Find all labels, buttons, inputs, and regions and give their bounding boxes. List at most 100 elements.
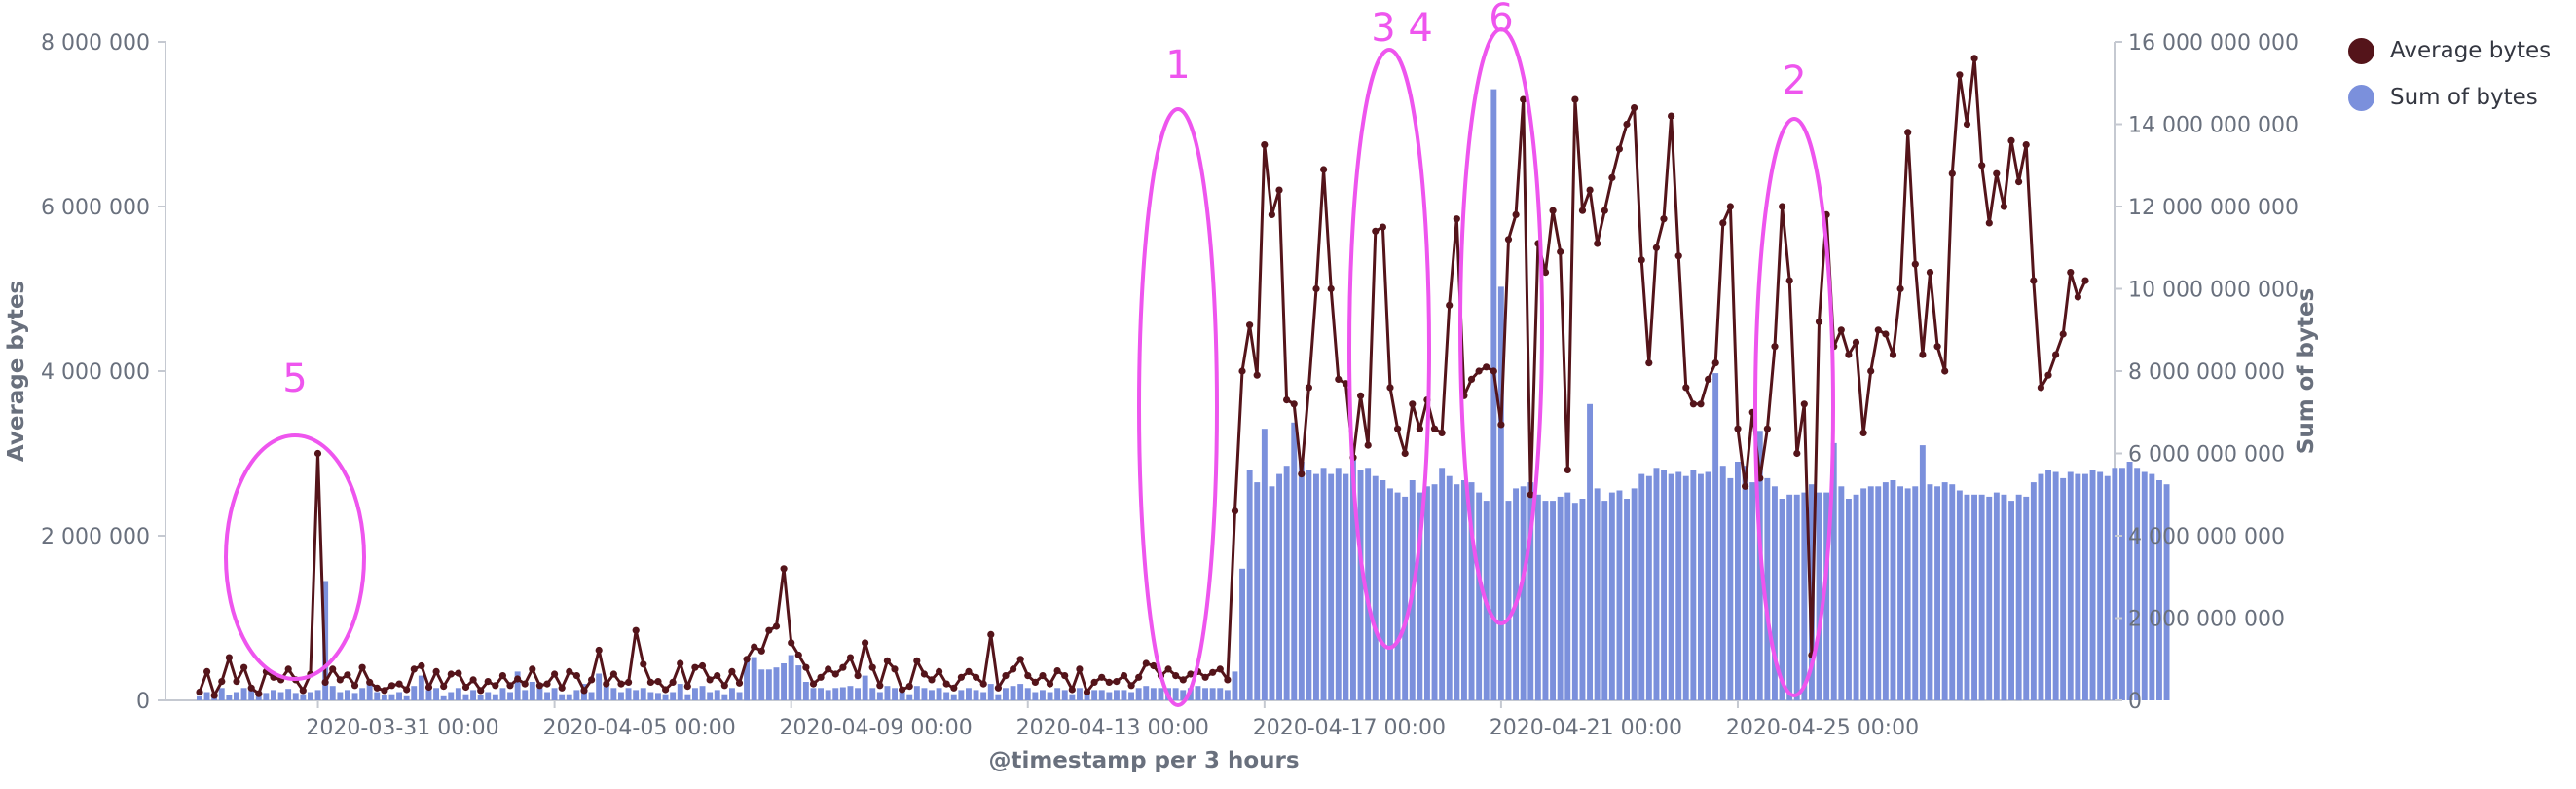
bar-sum-of-bytes [440,695,447,700]
bar-sum-of-bytes [1054,688,1061,700]
bar-sum-of-bytes [647,692,654,700]
average-bytes-point [1394,425,1402,432]
average-bytes-point [831,670,839,678]
average-bytes-point [1268,210,1275,218]
average-bytes-point [1187,670,1195,678]
x-tick-label: 2020-03-31 00:00 [306,716,498,740]
bar-sum-of-bytes [271,690,276,700]
bar-sum-of-bytes [810,688,817,700]
bar-sum-of-bytes [1269,486,1275,700]
average-bytes-point [1024,672,1032,680]
bar-sum-of-bytes [255,694,262,700]
bar-sum-of-bytes [1941,482,1948,700]
bar-sum-of-bytes [1875,486,1882,700]
average-bytes-point [883,657,892,665]
average-bytes-point [543,680,551,688]
bar-sum-of-bytes [1904,488,1911,700]
average-bytes-point [477,687,485,695]
average-bytes-point [677,659,684,667]
average-bytes-point [765,626,773,634]
x-axis-title: @timestamp per 3 hours [988,748,1299,773]
bar-sum-of-bytes [618,692,624,700]
bar-sum-of-bytes [1719,466,1726,700]
bar-sum-of-bytes [1638,473,1645,700]
bar-sum-of-bytes [2089,470,2096,700]
average-bytes-point [809,680,818,688]
right-tick-label: 12 000 000 000 [2128,196,2299,220]
bar-sum-of-bytes [707,692,714,700]
bar-sum-of-bytes [958,690,965,700]
average-bytes-point [1076,665,1084,673]
bar-sum-of-bytes [2008,501,2014,700]
average-bytes-point [196,688,203,696]
bar-sum-of-bytes [1956,490,1963,700]
bar-sum-of-bytes [825,690,831,700]
bar-sum-of-bytes [292,693,299,700]
average-bytes-point [1209,668,1217,676]
average-bytes-point [1098,673,1106,681]
bar-sum-of-bytes [1949,484,1956,700]
bar-sum-of-bytes [1217,688,1224,700]
bar-sum-of-bytes [1579,499,1586,700]
bar-sum-of-bytes [329,686,336,700]
bar-sum-of-bytes [566,694,572,700]
legend-item-sum-of-bytes[interactable]: Sum of bytes [2348,74,2551,121]
bar-sum-of-bytes [1964,494,1970,701]
average-bytes-point [654,678,662,686]
average-bytes-point [366,678,374,687]
bar-sum-of-bytes [1328,473,1335,700]
average-bytes-point [825,665,832,673]
average-bytes-point [1201,673,1209,681]
bar-sum-of-bytes [1712,373,1719,700]
bar-sum-of-bytes [226,695,233,700]
legend-swatch-average-bytes [2348,37,2374,64]
bar-sum-of-bytes [1505,501,1512,700]
right-tick-label: 8 000 000 000 [2128,360,2285,385]
average-bytes-point [913,657,921,665]
bar-sum-of-bytes [240,688,247,700]
annotation-ellipse [224,433,366,681]
bar-sum-of-bytes [492,694,498,700]
average-bytes-point [410,665,418,673]
bar-sum-of-bytes [862,675,868,700]
annotation-label: 1 [1165,43,1190,88]
legend-item-average-bytes[interactable]: Average bytes [2348,27,2551,74]
bar-sum-of-bytes [2082,473,2088,700]
average-bytes-point [1127,682,1135,690]
bar-sum-of-bytes [692,688,698,700]
bar-sum-of-bytes [1172,688,1179,700]
average-bytes-point [868,663,876,671]
bar-sum-of-bytes [2149,473,2155,700]
bar-sum-of-bytes [1239,568,1245,700]
average-bytes-point [1668,112,1675,120]
average-bytes-point [1705,375,1712,383]
bar-sum-of-bytes [2141,471,2148,700]
bar-sum-of-bytes [1454,484,1460,700]
bar-sum-of-bytes [1158,688,1164,700]
average-bytes-point [720,682,728,690]
average-bytes-point [1608,173,1616,181]
bar-sum-of-bytes [411,686,418,700]
average-bytes-point [1053,667,1061,675]
bar-sum-of-bytes [899,692,905,700]
annotations: 5 1 3 4 6 2 [224,0,1835,707]
right-tick-label: 10 000 000 000 [2128,279,2299,303]
average-bytes-point [1320,166,1328,173]
average-bytes-point [2007,136,2015,144]
bar-sum-of-bytes [1490,89,1497,701]
bar-sum-of-bytes [1749,482,1756,700]
bar-sum-of-bytes [1224,690,1231,700]
bar-sum-of-bytes [1779,499,1785,700]
bar-sum-of-bytes [308,692,313,700]
bar-sum-of-bytes [1461,480,1467,700]
bar-sum-of-bytes [773,667,780,700]
bar-sum-of-bytes [1882,482,1889,700]
average-bytes-point [1904,129,1912,136]
average-bytes-point [891,665,899,673]
average-bytes-point [588,676,596,684]
average-bytes-point [418,661,425,670]
bar-sum-of-bytes [1047,692,1053,700]
bar-sum-of-bytes [1645,475,1652,700]
bar-sum-of-bytes [1402,496,1409,700]
average-bytes-point [551,670,559,678]
